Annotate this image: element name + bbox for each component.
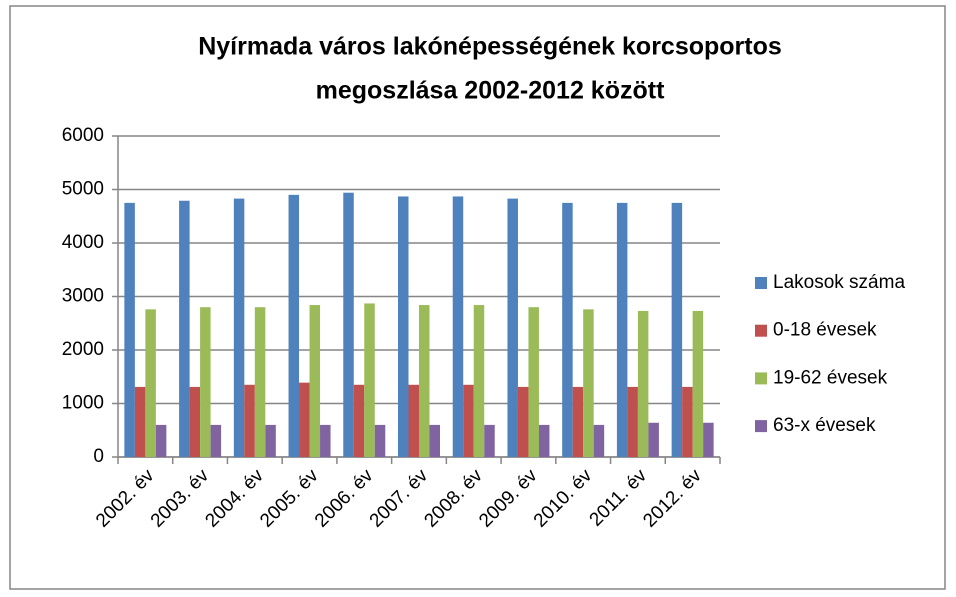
bar bbox=[703, 422, 714, 457]
bar bbox=[353, 384, 365, 457]
bar bbox=[517, 386, 529, 457]
bar bbox=[189, 386, 201, 457]
bar bbox=[408, 384, 419, 457]
bar bbox=[538, 424, 550, 457]
bar bbox=[572, 386, 584, 457]
bar bbox=[429, 424, 440, 457]
bar bbox=[374, 424, 386, 457]
bar bbox=[463, 384, 474, 457]
bar bbox=[507, 198, 518, 457]
bar bbox=[671, 202, 683, 457]
bar bbox=[233, 198, 245, 457]
bar bbox=[452, 196, 464, 457]
bar bbox=[320, 424, 331, 457]
bar bbox=[473, 305, 485, 457]
bar bbox=[593, 424, 605, 457]
chart-border bbox=[9, 5, 946, 590]
y-tick-label: 1000 bbox=[62, 393, 104, 414]
bar bbox=[343, 192, 354, 457]
bar bbox=[179, 200, 190, 458]
bar bbox=[398, 196, 409, 457]
y-tick-label: 2000 bbox=[62, 339, 104, 360]
bar bbox=[419, 305, 430, 457]
bar bbox=[616, 202, 628, 457]
y-tick-label: 0 bbox=[93, 446, 104, 467]
bar bbox=[692, 310, 704, 457]
bar bbox=[244, 384, 255, 457]
legend-swatch bbox=[755, 277, 767, 289]
bar bbox=[364, 303, 375, 457]
bar bbox=[562, 202, 573, 457]
chart-title: Nyírmada város lakónépességének korcsopo… bbox=[198, 33, 782, 61]
bar bbox=[210, 424, 222, 457]
legend-label: 63-x évesek bbox=[773, 415, 876, 436]
bar bbox=[627, 386, 638, 457]
y-tick-label: 6000 bbox=[62, 125, 104, 146]
y-tick-label: 4000 bbox=[62, 232, 104, 253]
legend-swatch bbox=[755, 372, 767, 385]
bar bbox=[145, 309, 156, 457]
legend-swatch bbox=[755, 420, 767, 433]
bar bbox=[484, 424, 495, 457]
bar bbox=[528, 307, 539, 457]
bar bbox=[134, 386, 146, 457]
bar bbox=[682, 386, 693, 457]
legend-label: 0-18 évesek bbox=[773, 320, 877, 341]
bar bbox=[254, 307, 266, 457]
bar bbox=[155, 424, 167, 457]
y-tick-label: 3000 bbox=[62, 286, 104, 307]
bar bbox=[309, 305, 321, 457]
legend-label: Lakosok száma bbox=[773, 272, 905, 293]
chart-title: megoszlása 2002-2012 között bbox=[316, 77, 665, 105]
legend-label: 19-62 évesek bbox=[773, 367, 888, 388]
bar bbox=[124, 202, 135, 457]
bar bbox=[288, 194, 300, 457]
bar bbox=[200, 307, 211, 457]
legend-swatch bbox=[755, 324, 767, 337]
bar bbox=[637, 310, 649, 457]
bar bbox=[299, 382, 310, 457]
bar bbox=[648, 422, 659, 457]
bar bbox=[265, 424, 276, 457]
bar bbox=[583, 309, 594, 457]
y-tick-label: 5000 bbox=[62, 179, 104, 200]
